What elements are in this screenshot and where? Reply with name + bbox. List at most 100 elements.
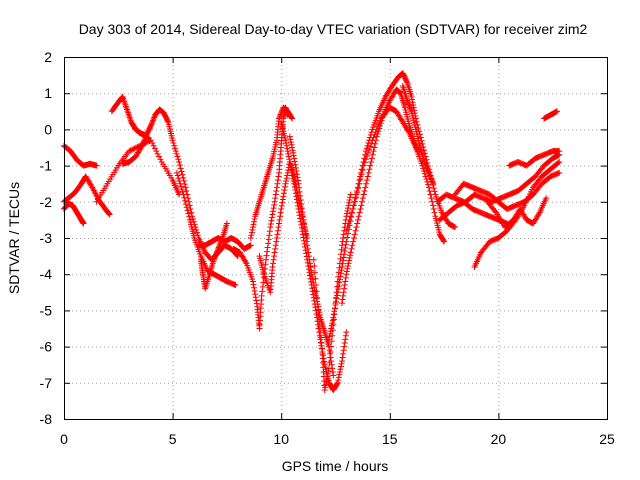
data-point (302, 227, 309, 234)
data-point (139, 141, 146, 148)
data-point (142, 134, 149, 141)
data-point (298, 205, 305, 212)
data-point (347, 252, 354, 259)
data-point (262, 256, 269, 263)
data-point (277, 209, 284, 216)
data-point (194, 229, 201, 236)
data-point (153, 148, 160, 155)
data-point (183, 204, 190, 211)
data-point (312, 282, 319, 289)
data-point (279, 199, 286, 206)
data-point (292, 161, 299, 168)
data-point (291, 158, 298, 165)
data-point (344, 265, 351, 272)
data-point (425, 181, 432, 188)
data-point (342, 244, 349, 251)
data-point (359, 198, 366, 205)
data-point (340, 350, 347, 357)
data-point (431, 209, 438, 216)
y-tick-label: -6 (40, 339, 53, 355)
data-point (288, 167, 295, 174)
data-point (324, 373, 331, 380)
data-point (284, 145, 291, 152)
data-point (335, 374, 342, 381)
data-point (347, 249, 354, 256)
data-point (259, 288, 266, 295)
data-point (555, 159, 562, 166)
data-point (141, 135, 148, 142)
data-point (375, 120, 382, 127)
data-point (273, 187, 280, 194)
data-point (185, 210, 192, 217)
data-point (283, 139, 290, 146)
data-point (178, 183, 185, 190)
data-point (303, 235, 310, 241)
data-point (353, 194, 360, 201)
data-point (342, 274, 349, 281)
data-point (346, 257, 353, 264)
data-point (336, 276, 343, 283)
data-point (267, 224, 274, 231)
chart-title: Day 303 of 2014, Sidereal Day-to-day VTE… (79, 21, 588, 37)
data-point (347, 191, 354, 198)
data-point (345, 202, 352, 209)
data-point (334, 380, 341, 387)
data-point (308, 271, 315, 278)
data-point (377, 118, 384, 125)
data-point (372, 129, 379, 136)
data-point (359, 195, 366, 202)
data-point (287, 139, 294, 146)
data-point (305, 253, 312, 260)
data-point (339, 263, 346, 270)
data-point (267, 220, 274, 227)
data-point (282, 183, 289, 190)
data-point (216, 243, 223, 250)
data-point (176, 177, 183, 184)
data-point (335, 282, 342, 289)
data-point (249, 226, 256, 233)
data-point (451, 224, 458, 231)
data-point (253, 297, 260, 304)
data-point (346, 216, 353, 223)
data-point (322, 384, 329, 391)
data-point (150, 115, 157, 122)
data-point (301, 224, 308, 231)
data-point (330, 311, 337, 318)
data-point (183, 187, 190, 194)
data-point (333, 295, 340, 302)
data-point (289, 144, 296, 151)
data-point (349, 206, 356, 213)
data-point (321, 358, 328, 365)
data-point (303, 238, 310, 245)
data-point (360, 191, 367, 198)
data-point (265, 240, 272, 247)
data-point (252, 294, 259, 301)
y-tick-label: -3 (40, 230, 53, 246)
data-point (270, 208, 277, 215)
data-point (298, 221, 305, 228)
data-point (164, 118, 171, 125)
data-point (370, 134, 377, 141)
data-point (269, 211, 276, 218)
data-point (407, 106, 414, 113)
data-point (216, 241, 223, 248)
data-point (297, 196, 304, 203)
data-point (295, 206, 302, 213)
data-point (318, 339, 325, 346)
data-point (130, 146, 137, 153)
data-point (339, 296, 346, 303)
x-tick-label: 25 (599, 431, 615, 447)
data-point (271, 201, 278, 208)
data-point (365, 169, 372, 176)
data-point (308, 267, 315, 274)
data-point (171, 142, 178, 149)
data-point (272, 242, 279, 249)
data-point (189, 215, 196, 222)
data-point (369, 137, 376, 144)
data-point (214, 248, 221, 255)
data-point (404, 97, 411, 104)
data-point (172, 145, 179, 152)
data-point (424, 165, 431, 172)
data-point (213, 251, 220, 258)
